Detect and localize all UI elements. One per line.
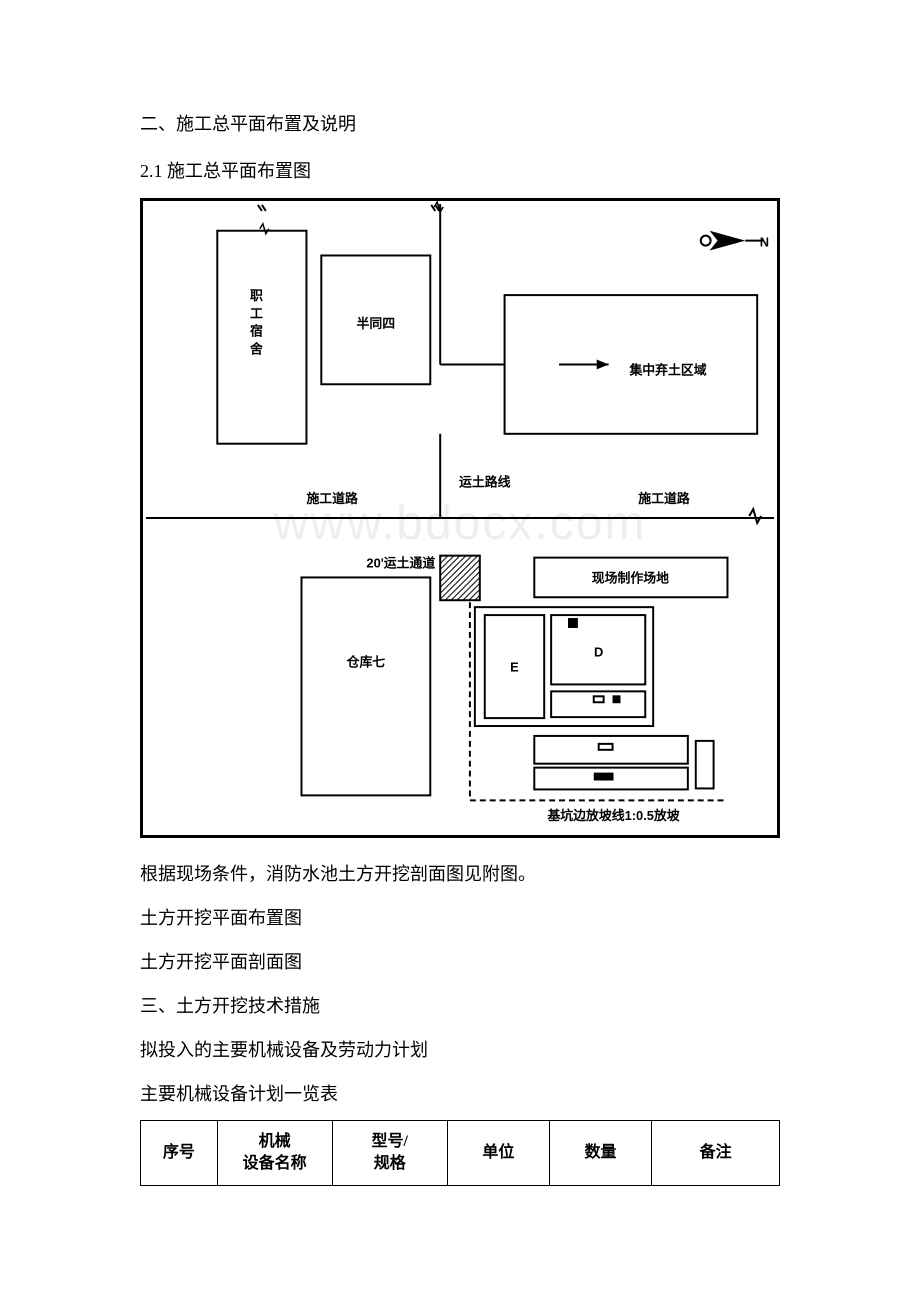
staff-dorm-vertical: 职 工 宿 舍 — [250, 288, 263, 356]
paragraph-4: 拟投入的主要机械设备及劳动力计划 — [140, 1032, 780, 1068]
equipment-table: 序号 机械设备名称 型号/规格 单位 数量 备注 — [140, 1120, 780, 1187]
north-label: N — [760, 234, 769, 249]
dorm-room-label: 半同四 — [357, 315, 396, 330]
svg-text:D: D — [594, 644, 603, 659]
site-layout-diagram: www.bdocx.com N 职工宿舍 职 工 宿 舍 — [140, 198, 780, 838]
diagram-svg: N 职工宿舍 职 工 宿 舍 半同四 集中弃土区域 运土路线 — [143, 201, 777, 835]
section-heading-3: 三、土方开挖技术措施 — [140, 988, 780, 1024]
table-header-cell: 备注 — [652, 1120, 780, 1186]
paragraph-2: 土方开挖平面布置图 — [140, 900, 780, 936]
hatched-channel — [440, 555, 480, 600]
paragraph-1: 根据现场条件，消防水池土方开挖剖面图见附图。 — [140, 856, 780, 892]
table-header-cell: 单位 — [447, 1120, 549, 1186]
svg-text:E: E — [510, 659, 519, 674]
channel-label: 20'运土通道 — [366, 555, 435, 570]
paragraph-5: 主要机械设备计划一览表 — [140, 1076, 780, 1112]
svg-text:舍: 舍 — [250, 341, 263, 356]
warehouse-label: 仓库七 — [346, 654, 386, 669]
table-header-cell: 序号 — [141, 1120, 218, 1186]
table-header-cell: 机械设备名称 — [217, 1120, 332, 1186]
table-header-cell: 型号/规格 — [332, 1120, 447, 1186]
svg-text:职: 职 — [250, 288, 263, 303]
svg-text:工: 工 — [250, 305, 263, 320]
arrow-icon — [597, 359, 609, 369]
soil-area-label: 集中弃土区域 — [628, 362, 706, 377]
pit-line-label: 基坑边放坡线1:0.5放坡 — [546, 808, 679, 823]
site-fab-label: 现场制作场地 — [592, 570, 669, 585]
svg-text:宿: 宿 — [250, 323, 263, 338]
section-heading-2: 二、施工总平面布置及说明 — [140, 110, 780, 139]
pit-complex — [475, 607, 714, 789]
table-header-row: 序号 机械设备名称 型号/规格 单位 数量 备注 — [141, 1120, 780, 1186]
compass-icon — [701, 230, 763, 250]
paragraph-3: 土方开挖平面剖面图 — [140, 944, 780, 980]
table-header-cell: 数量 — [549, 1120, 651, 1186]
road-right-label: 施工道路 — [638, 491, 690, 506]
road-left-label: 施工道路 — [306, 491, 358, 506]
subsection-heading-21: 2.1 施工总平面布置图 — [140, 157, 780, 186]
soil-route-label: 运土路线 — [459, 474, 511, 489]
